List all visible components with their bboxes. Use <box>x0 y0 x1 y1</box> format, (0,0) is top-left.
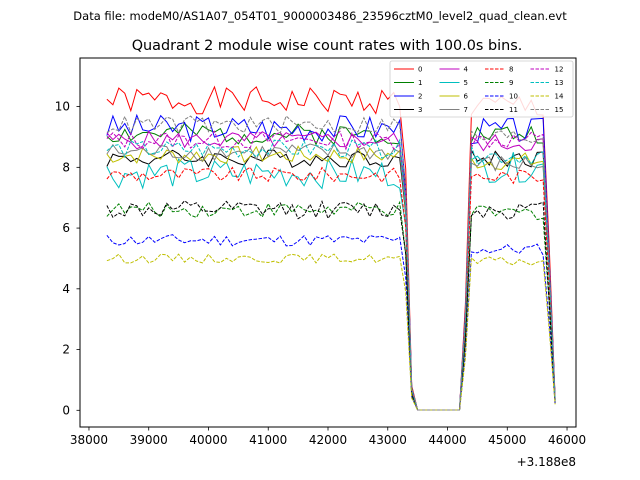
series-line-13 <box>106 138 556 411</box>
series-line-5 <box>106 152 556 411</box>
y-tick-label: 2 <box>62 343 70 357</box>
legend-frame <box>389 60 574 118</box>
x-axis: 38000 39000 40000 41000 42000 43000 44000 45000… <box>70 427 586 447</box>
x-tick-label: 39000 <box>130 433 168 447</box>
series-line-6 <box>106 145 556 411</box>
x-tick-label: 43000 <box>369 433 407 447</box>
y-tick-label: 6 <box>62 221 70 235</box>
chart-suptitle: Data file: modeM0/AS1A07_054T01_90000034… <box>73 9 567 23</box>
legend-label-15: 15 <box>555 106 564 114</box>
y-axis: 0 2 4 6 8 10 <box>55 100 80 417</box>
legend-label-9: 9 <box>509 79 513 87</box>
x-tick-label: 41000 <box>249 433 287 447</box>
legend-label-4: 4 <box>464 66 469 74</box>
x-tick-label: 44000 <box>428 433 466 447</box>
series-line-9 <box>106 200 556 411</box>
series-line-12 <box>106 130 556 411</box>
y-tick-label: 4 <box>62 282 70 296</box>
x-tick-label: 42000 <box>309 433 347 447</box>
chart-title: Quadrant 2 module wise count rates with … <box>132 38 523 54</box>
legend-label-2: 2 <box>418 93 422 101</box>
legend-label-7: 7 <box>464 106 468 114</box>
legend-label-6: 6 <box>464 93 469 101</box>
legend-label-8: 8 <box>509 66 513 74</box>
legend-label-3: 3 <box>418 106 422 114</box>
series-line-8 <box>106 166 556 411</box>
x-offset-label: +3.188e8 <box>517 455 576 469</box>
y-tick-label: 8 <box>62 160 70 174</box>
legend-label-12: 12 <box>555 66 564 74</box>
legend-label-11: 11 <box>509 106 518 114</box>
series-line-10 <box>106 234 556 411</box>
series-layer <box>106 85 556 411</box>
y-tick-label: 0 <box>62 403 70 417</box>
series-line-15 <box>106 115 556 411</box>
y-tick-label: 10 <box>55 100 70 114</box>
legend-label-0: 0 <box>418 66 422 74</box>
legend-label-13: 13 <box>555 79 564 87</box>
series-line-14 <box>106 253 556 411</box>
x-tick-label: 45000 <box>488 433 526 447</box>
legend-label-14: 14 <box>555 93 564 101</box>
series-line-2 <box>106 113 556 411</box>
x-tick-label: 46000 <box>548 433 586 447</box>
legend-label-1: 1 <box>418 79 422 87</box>
x-tick-label: 40000 <box>189 433 227 447</box>
series-line-4 <box>106 130 556 411</box>
legend-label-10: 10 <box>509 93 518 101</box>
x-tick-label: 38000 <box>70 433 108 447</box>
legend-label-5: 5 <box>464 79 468 87</box>
